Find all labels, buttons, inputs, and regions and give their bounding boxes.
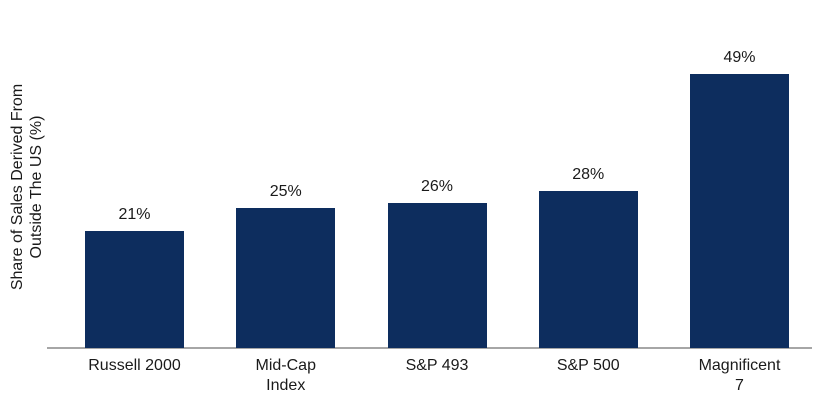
x-axis-category-label-line: Magnificent (698, 357, 781, 374)
x-axis-category-label-line: S&P 500 (556, 357, 620, 374)
bar (538, 191, 638, 348)
y-axis-label-line-1: Share of Sales Derived From (9, 83, 26, 291)
x-axis-category-label: S&P 493 (362, 356, 513, 376)
bar (387, 203, 487, 348)
x-axis-category-label-line: Index (266, 377, 306, 394)
bar-value-label: 21% (118, 206, 151, 223)
bar-value-label: 28% (572, 166, 605, 183)
bar (236, 208, 336, 348)
x-axis-category-label-line: S&P 493 (405, 357, 469, 374)
bar-value-label: 25% (269, 183, 302, 200)
bar (85, 231, 184, 348)
x-axis-category-label-line: Russell 2000 (88, 357, 181, 374)
bar-value-label: 26% (420, 178, 454, 195)
bar (690, 74, 789, 348)
x-axis-category-label-line: 7 (735, 377, 744, 394)
x-axis-category-label: Russell 2000 (59, 356, 210, 376)
x-axis-category-label: Mid-Cap Index (210, 356, 361, 396)
x-axis-category-label: Magnificent 7 (664, 356, 815, 396)
y-axis-label-line-2: Outside The US (%) (28, 115, 45, 259)
bar-value-label: 49% (723, 49, 756, 66)
x-axis-category-label: S&P 500 (513, 356, 664, 376)
x-axis-category-label-line: Mid-Cap (255, 357, 316, 374)
